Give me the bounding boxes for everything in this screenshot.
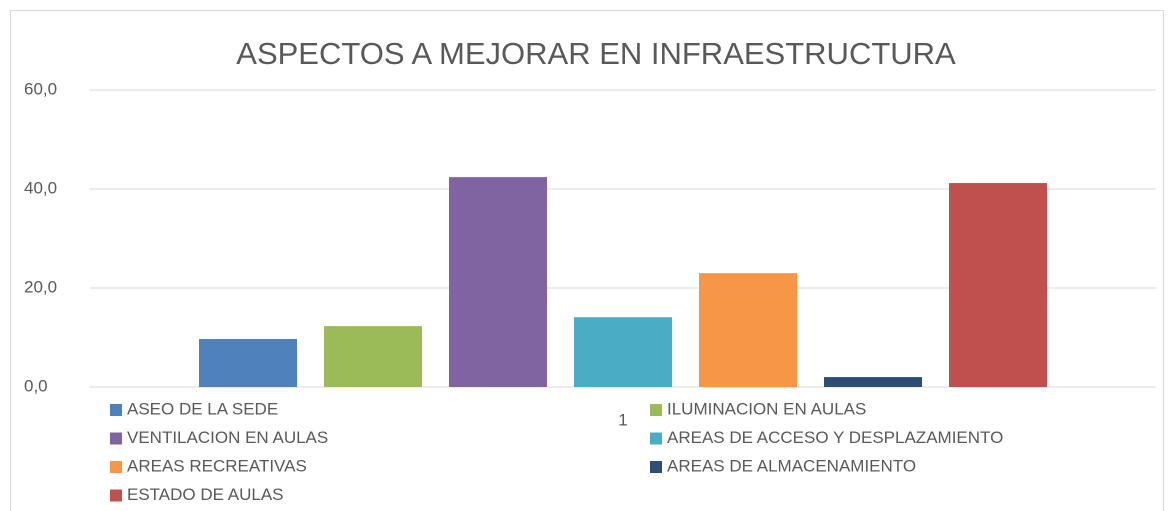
bar <box>449 177 547 387</box>
bar <box>199 338 297 387</box>
bar <box>949 183 1047 387</box>
legend-swatch <box>110 432 122 445</box>
bar <box>324 326 422 387</box>
legend-label: AREAS DE ALMACENAMIENTO <box>667 456 916 475</box>
legend-label: ASEO DE LA SEDE <box>127 399 278 418</box>
y-tick-label: 60,0 <box>24 79 57 98</box>
y-tick-label: 40,0 <box>24 178 57 197</box>
legend-swatch <box>650 404 662 416</box>
legend-label: AREAS DE ACCESO Y DESPLAZAMIENTO <box>667 428 1003 447</box>
bar <box>574 317 672 387</box>
legend-label: AREAS RECREATIVAS <box>127 456 307 475</box>
chart-title: ASPECTOS A MEJORAR EN INFRAESTRUCTURA <box>236 36 956 71</box>
legend-swatch <box>650 461 662 473</box>
legend-swatch <box>650 432 662 445</box>
y-tick-label: 0,0 <box>24 376 48 395</box>
legend-swatch <box>110 461 122 473</box>
legend-swatch <box>110 489 122 502</box>
legend-swatch <box>110 404 122 416</box>
x-tick-label: 1 <box>618 410 627 429</box>
legend-label: VENTILACION EN AULAS <box>127 428 328 447</box>
bar <box>699 273 797 387</box>
legend-label: ESTADO DE AULAS <box>127 485 284 504</box>
legend-label: ILUMINACION EN AULAS <box>667 399 866 418</box>
bar <box>824 377 922 387</box>
y-tick-label: 20,0 <box>24 277 57 296</box>
